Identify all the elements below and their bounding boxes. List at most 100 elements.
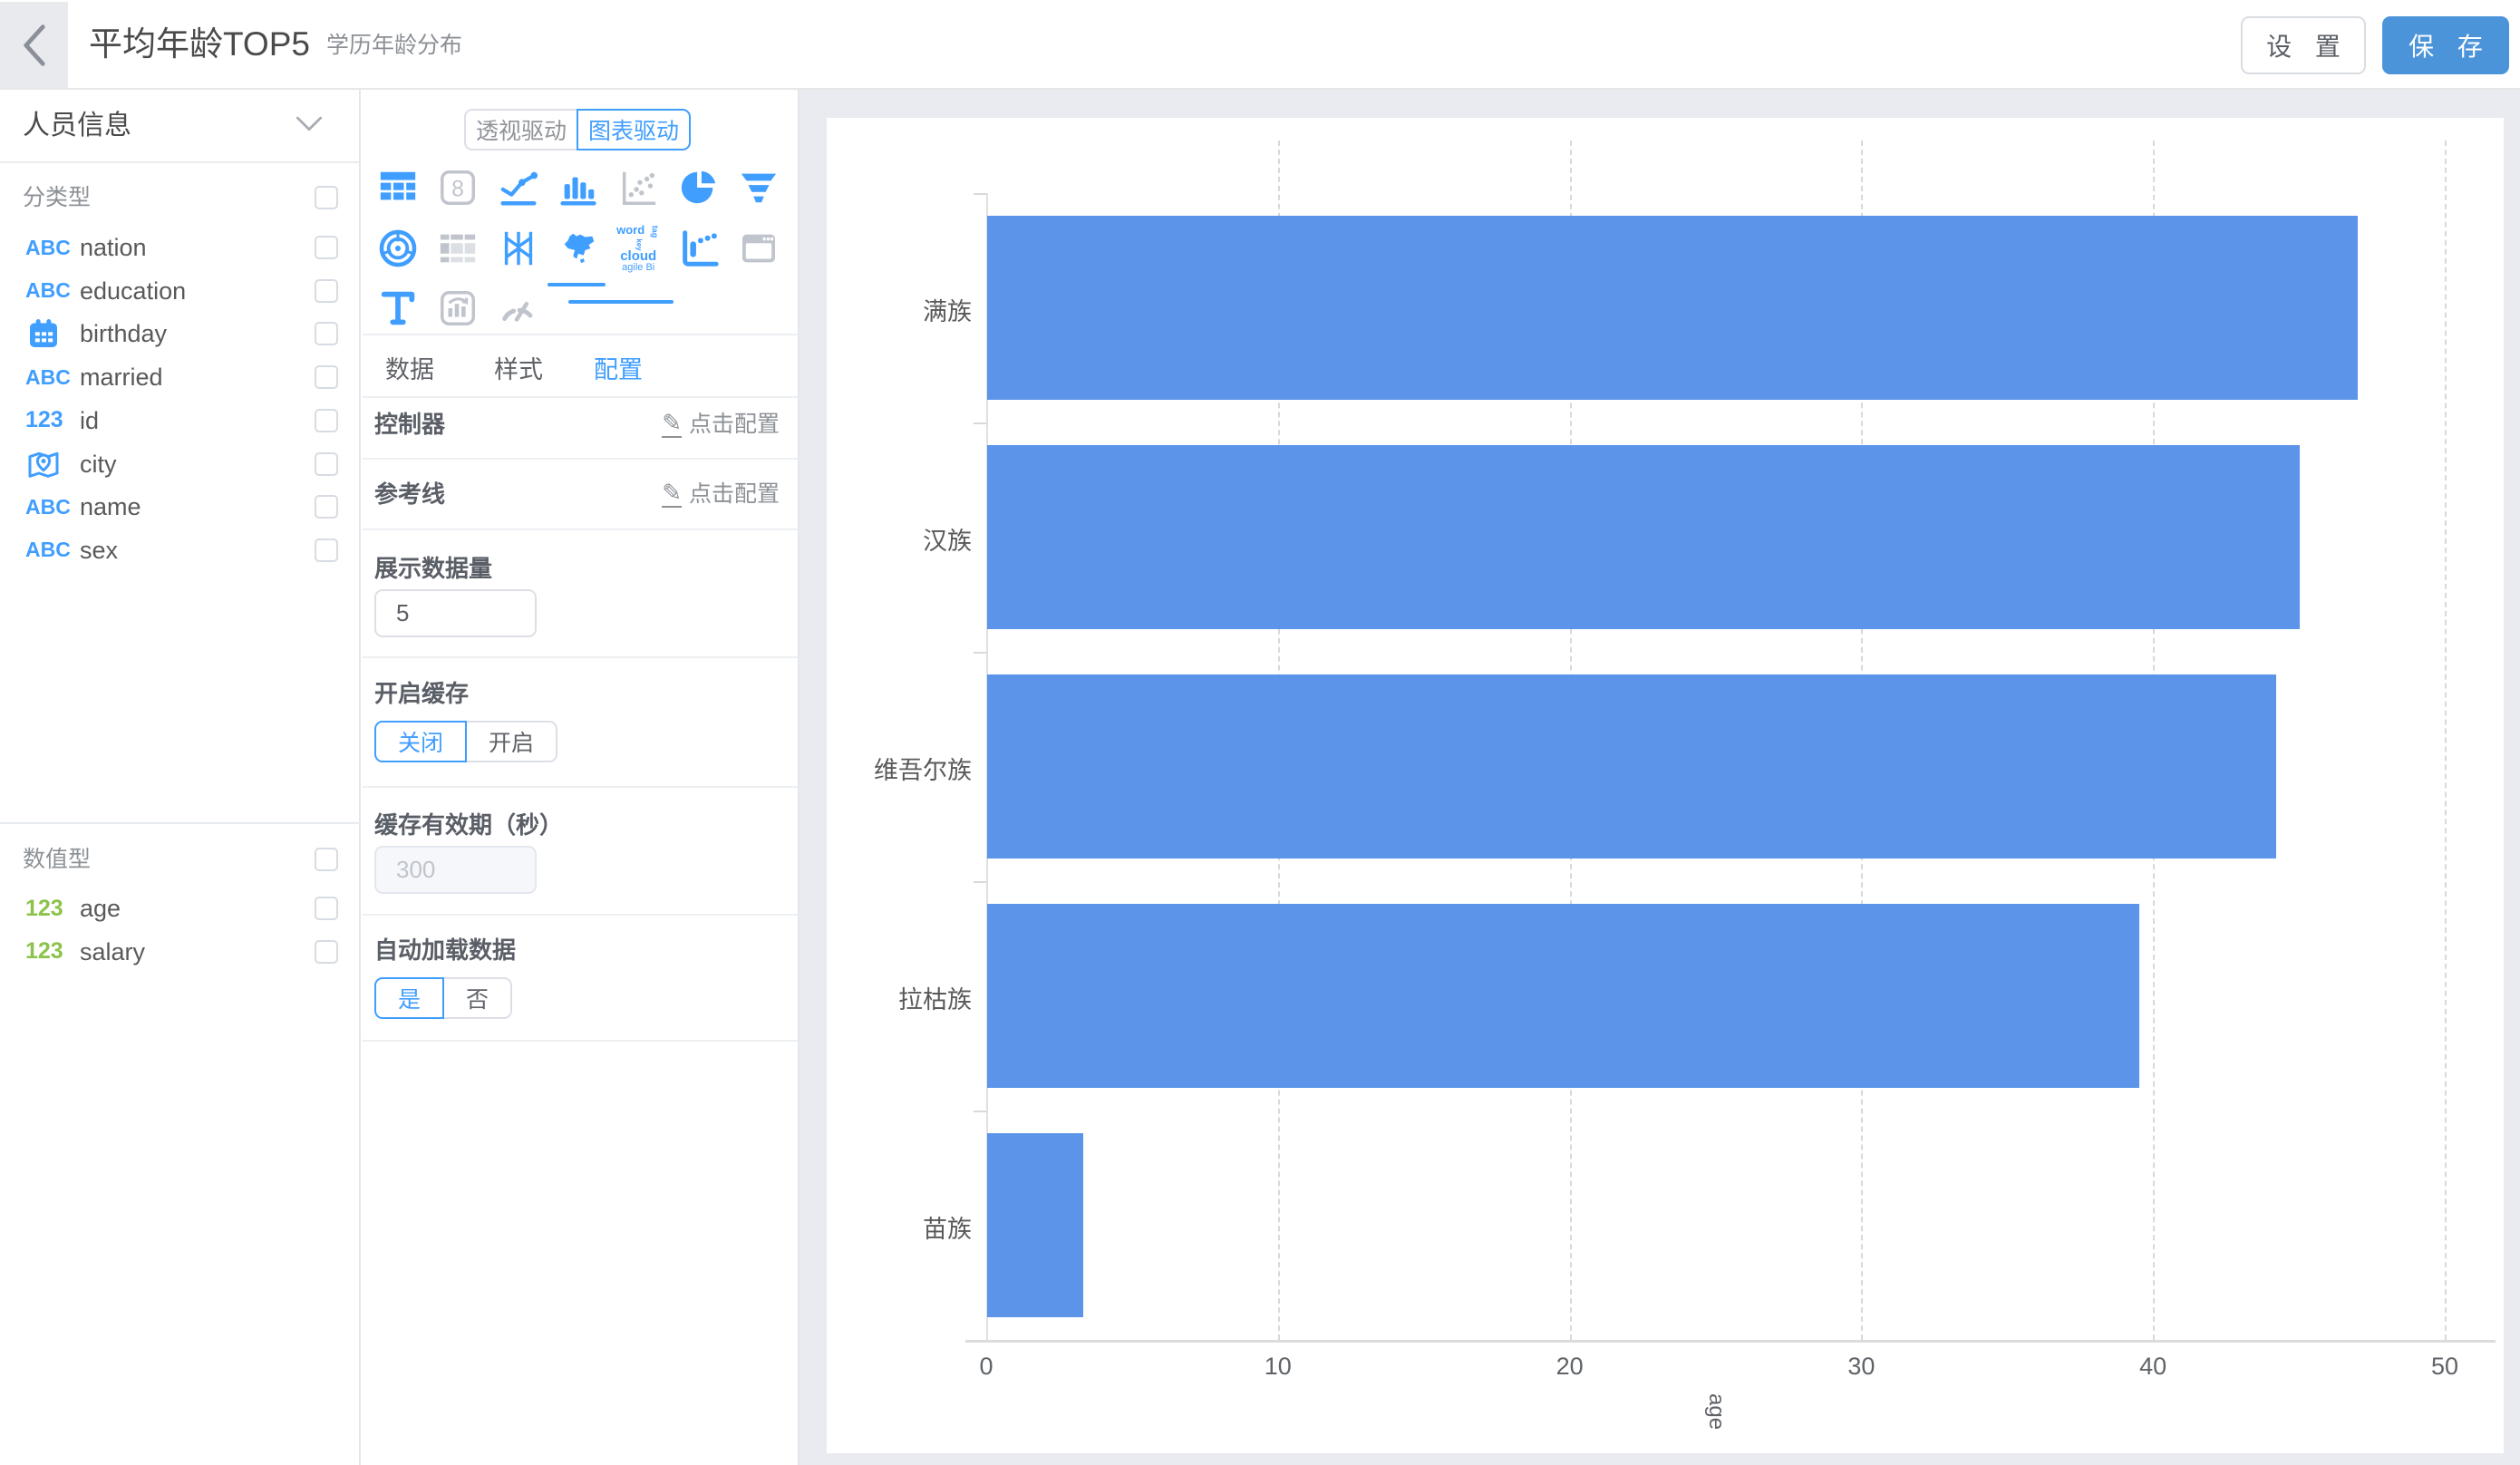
field-checkbox[interactable]	[315, 939, 338, 964]
field-name: salary	[80, 937, 146, 965]
reference-line-configure-link[interactable]: ✎ 点击配置	[662, 479, 780, 508]
field-checkbox[interactable]	[315, 451, 338, 476]
field-row-married[interactable]: ABC married	[0, 355, 361, 399]
categorical-section-checkbox[interactable]	[315, 186, 338, 209]
chart-type-text[interactable]	[374, 285, 422, 332]
mode-pivot-driven[interactable]: 透视驱动	[464, 109, 578, 150]
field-row-education[interactable]: ABC education	[0, 269, 361, 313]
chart-type-web-frame[interactable]	[735, 225, 782, 272]
field-row-id[interactable]: 123 id	[0, 399, 361, 442]
chart-type-indicator-card[interactable]	[434, 285, 481, 332]
cache-ttl-input: 300	[374, 846, 537, 894]
tab-config[interactable]: 配置	[594, 356, 643, 383]
chart-type-radar-chart[interactable]	[374, 225, 422, 272]
chart-type-line-chart[interactable]	[495, 164, 542, 211]
x-tick-label: 50	[2430, 1353, 2459, 1380]
field-row-birthday[interactable]: birthday	[0, 312, 361, 355]
bar-满族[interactable]	[987, 216, 2359, 400]
field-name: name	[80, 493, 141, 521]
field-checkbox[interactable]	[315, 897, 338, 920]
edit-icon: ✎	[662, 409, 682, 438]
chart-type-k-line[interactable]	[495, 225, 542, 272]
field-name: birthday	[80, 320, 168, 348]
category-label: 满族	[923, 297, 972, 325]
field-sidebar: 人员信息 分类型 ABC nation ABC education birthd…	[0, 90, 361, 1465]
field-row-age[interactable]: 123 age	[0, 887, 361, 930]
chart-type-table[interactable]	[374, 164, 422, 211]
chart-type-pivot-table[interactable]	[434, 225, 481, 272]
field-checkbox[interactable]	[315, 538, 338, 562]
field-checkbox[interactable]	[315, 322, 338, 346]
page-subtitle: 学历年龄分布	[326, 33, 463, 58]
text-field-icon: ABC	[25, 235, 71, 259]
panel-divider	[363, 786, 798, 788]
calendar-icon	[25, 312, 76, 355]
bar-维吾尔族[interactable]	[987, 674, 2277, 859]
chart-type-waterfall[interactable]	[675, 225, 722, 272]
text-field-icon: ABC	[25, 364, 71, 389]
chart-type-funnel-chart[interactable]	[735, 164, 782, 211]
selected-chart-underline	[548, 283, 606, 286]
bar-拉枯族[interactable]	[987, 904, 2140, 1088]
field-checkbox[interactable]	[315, 365, 338, 390]
back-button[interactable]	[0, 2, 68, 88]
number-field-icon: 123	[25, 407, 63, 433]
mode-chart-driven[interactable]: 图表驱动	[577, 109, 691, 150]
cache-off-option[interactable]: 关闭	[374, 721, 468, 762]
chart-type-gauge[interactable]	[495, 285, 542, 332]
panel-divider	[363, 396, 798, 398]
chart-type-pie-chart[interactable]	[675, 164, 722, 211]
gridline	[2445, 141, 2447, 1340]
category-label: 拉枯族	[898, 985, 972, 1014]
chart-config-panel: 透视驱动 图表驱动 8 word tag keycloud agile Bi 数据 样…	[363, 90, 800, 1465]
map-location-icon	[28, 451, 59, 478]
tab-data[interactable]: 数据	[385, 356, 434, 383]
page-title: 平均年龄TOP5	[89, 25, 310, 63]
display-count-input[interactable]: 5	[374, 589, 537, 637]
bar-汉族[interactable]	[987, 445, 2301, 629]
x-axis-line	[965, 1340, 2496, 1343]
panel-divider	[363, 656, 798, 658]
bar-苗族[interactable]	[987, 1133, 1084, 1317]
field-row-name[interactable]: ABC name	[0, 485, 361, 529]
tab-style[interactable]: 样式	[494, 356, 543, 383]
cache-toggle-label: 开启缓存	[374, 680, 470, 707]
x-tick-label: 10	[1264, 1353, 1292, 1380]
auto-load-yes-option[interactable]: 是	[374, 977, 445, 1019]
chevron-down-icon	[296, 116, 323, 131]
numeric-section-label: 数值型	[23, 847, 92, 872]
chart-type-bar-chart[interactable]	[555, 164, 602, 211]
field-row-sex[interactable]: ABC sex	[0, 529, 361, 572]
chevron-left-icon	[23, 24, 45, 66]
category-label: 维吾尔族	[874, 756, 972, 784]
controller-configure-link[interactable]: ✎ 点击配置	[662, 409, 780, 438]
field-row-salary[interactable]: 123 salary	[0, 930, 361, 974]
chart-type-scatter-chart[interactable]	[615, 164, 662, 211]
field-name: age	[80, 895, 121, 922]
number-field-icon: 123	[25, 938, 63, 965]
chart-preview-area: 满族 汉族 维吾尔族 拉枯族 苗族 0 10 20 30 40 50 age	[800, 90, 2520, 1465]
chart-type-china-map[interactable]	[555, 225, 602, 272]
field-checkbox[interactable]	[315, 408, 338, 432]
settings-button[interactable]: 设 置	[2241, 16, 2366, 74]
field-row-city[interactable]: city	[0, 442, 361, 486]
field-checkbox[interactable]	[315, 495, 338, 519]
field-row-nation[interactable]: ABC nation	[0, 226, 361, 269]
y-tick	[974, 881, 986, 883]
cache-on-option[interactable]: 开启	[465, 721, 558, 762]
chart-canvas[interactable]: 满族 汉族 维吾尔族 拉枯族 苗族 0 10 20 30 40 50 age	[827, 118, 2504, 1453]
numeric-section-checkbox[interactable]	[315, 848, 338, 871]
y-tick	[974, 193, 986, 195]
field-checkbox[interactable]	[315, 278, 338, 303]
field-name: education	[80, 277, 187, 305]
chart-type-word-cloud[interactable]: word tag keycloud agile Bi	[616, 222, 660, 273]
y-tick	[974, 422, 986, 424]
field-checkbox[interactable]	[315, 236, 338, 259]
save-button[interactable]: 保 存	[2382, 16, 2509, 74]
chart-type-number-card[interactable]: 8	[434, 164, 481, 211]
auto-load-no-option[interactable]: 否	[442, 977, 513, 1019]
chart-type-grid: 8 word tag keycloud agile Bi	[363, 162, 800, 333]
map-location-icon	[25, 442, 76, 486]
dataset-header[interactable]: 人员信息	[0, 90, 359, 163]
svg-text:8: 8	[451, 177, 464, 202]
